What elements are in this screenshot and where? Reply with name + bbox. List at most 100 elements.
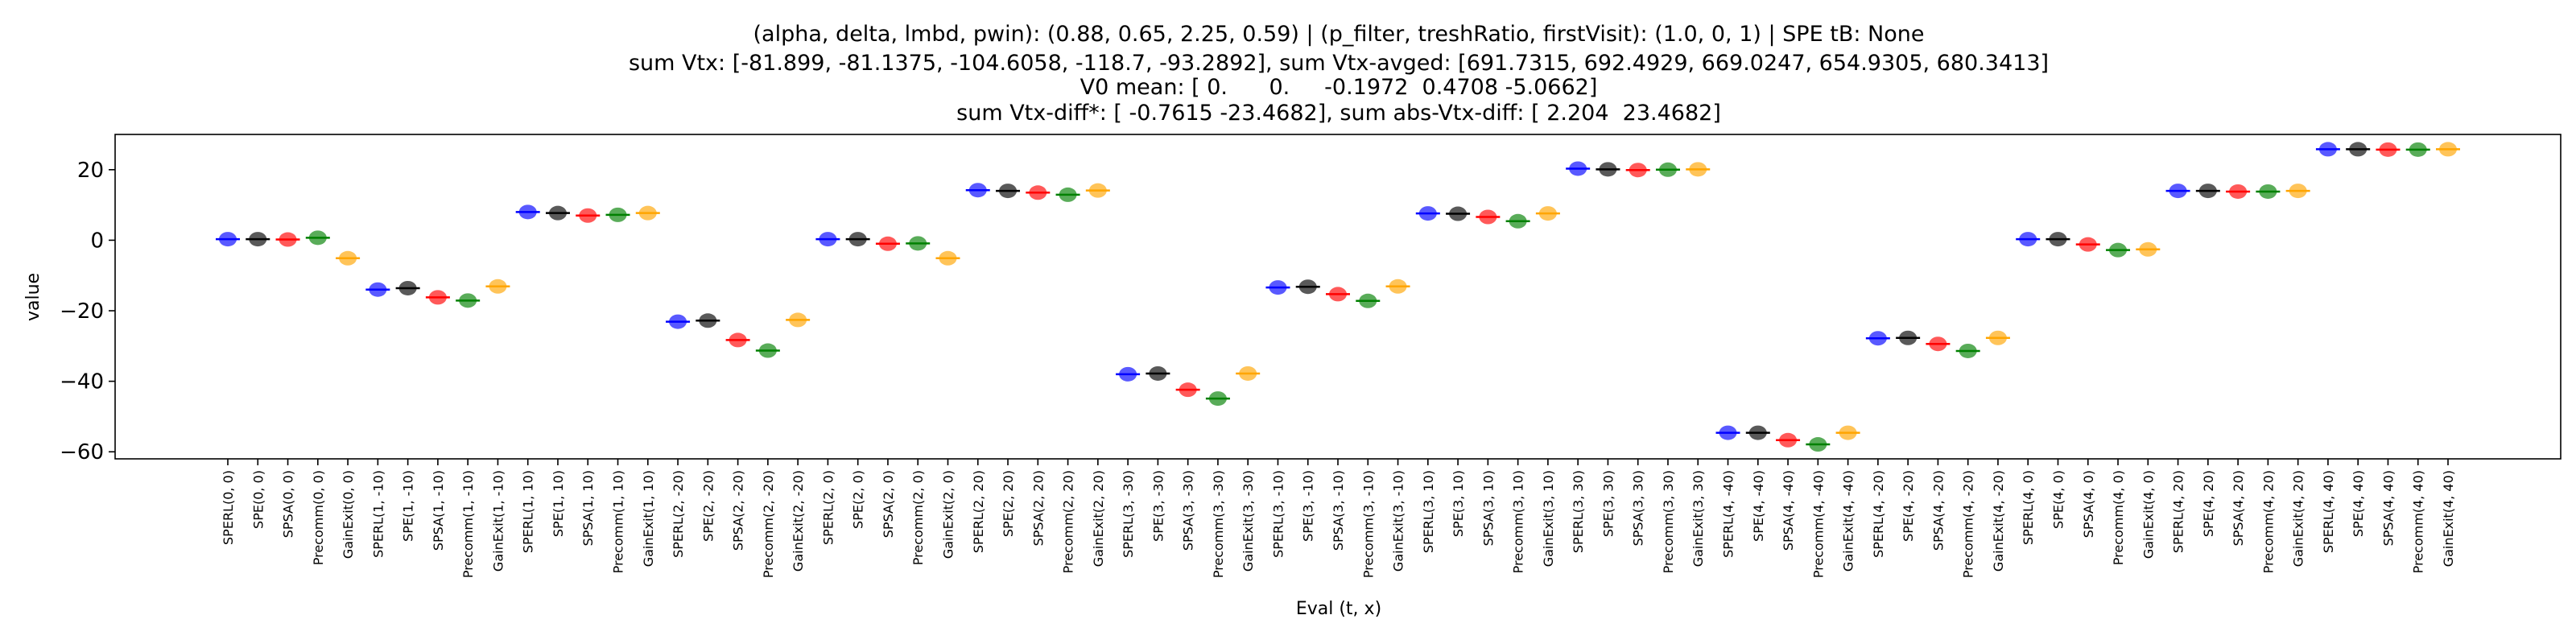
y-axis-label: value — [23, 273, 43, 321]
data-point — [2075, 237, 2100, 252]
data-point — [456, 293, 481, 308]
x-tick-label: SPERL(4, -40) — [1721, 470, 1736, 558]
x-tick-label: SPE(1, -10) — [401, 470, 416, 542]
title-line-3: V0 mean: [ 0. 0. -0.1972 0.4708 -5.0662] — [1080, 75, 1598, 100]
x-tick-label: Precomm(4, 40) — [2411, 470, 2426, 573]
plot-frame — [114, 134, 2562, 460]
data-point — [1715, 425, 1740, 440]
x-tick-label: SPERL(4, -20) — [1871, 470, 1886, 558]
x-tick-label: Precomm(3, 10) — [1511, 470, 1526, 573]
x-tick-label: GainExit(4, 0) — [2140, 470, 2156, 559]
data-point — [1205, 391, 1230, 407]
x-tick-label: SPE(3, 10) — [1451, 470, 1466, 537]
x-tick-label: SPSA(4, 40) — [2380, 470, 2396, 546]
x-tick-label: SPSA(1, 10) — [580, 470, 596, 546]
x-tick-label: SPSA(3, -10) — [1331, 470, 1346, 551]
x-tick-label: GainExit(3, 10) — [1541, 470, 1556, 567]
data-point — [2136, 242, 2161, 257]
x-tick-label: SPSA(0, 0) — [281, 470, 296, 538]
x-tick-label: SPERL(1, -10) — [370, 470, 386, 558]
x-tick-label: SPSA(4, -20) — [1930, 470, 1946, 551]
x-tick-label: SPERL(3, -10) — [1270, 470, 1286, 558]
data-point — [425, 290, 450, 305]
x-tick-label: Precomm(3, -30) — [1211, 470, 1226, 578]
data-point — [1295, 279, 1320, 295]
x-tick-label: SPERL(3, -30) — [1121, 470, 1136, 558]
x-tick-label: SPSA(2, 20) — [1030, 470, 1046, 546]
data-point — [666, 314, 691, 329]
data-point — [2046, 232, 2070, 247]
x-tick-label: Precomm(2, -20) — [761, 470, 776, 578]
x-tick-label: GainExit(4, 40) — [2441, 470, 2456, 567]
data-point — [1356, 293, 1381, 308]
data-point — [365, 282, 390, 297]
data-point — [246, 232, 270, 247]
x-tick-label: SPERL(3, 30) — [1571, 470, 1586, 553]
data-point — [1476, 209, 1501, 225]
x-tick-label: SPERL(2, 20) — [971, 470, 986, 553]
y-tick-label: −20 — [60, 299, 104, 324]
data-point — [875, 236, 900, 251]
data-point — [2405, 142, 2430, 157]
x-tick-label: SPSA(3, 10) — [1480, 470, 1496, 546]
data-point — [336, 250, 361, 266]
data-point — [2436, 142, 2460, 157]
x-tick-label: GainExit(4, 20) — [2291, 470, 2306, 567]
data-point — [2226, 184, 2251, 199]
data-point — [576, 208, 601, 223]
y-tick-label: −40 — [60, 370, 104, 394]
data-point — [1236, 365, 1261, 381]
x-tick-label: GainExit(2, -20) — [791, 470, 806, 572]
x-tick-label: GainExit(4, -40) — [1841, 470, 1856, 572]
data-point — [1505, 213, 1530, 229]
data-point — [1806, 437, 1831, 452]
data-point — [1535, 206, 1560, 221]
x-tick-label: SPERL(2, 0) — [820, 470, 836, 545]
x-tick-label: SPE(2, 0) — [851, 470, 866, 529]
x-tick-label: SPSA(4, 20) — [2231, 470, 2246, 546]
data-point — [2376, 142, 2401, 157]
x-tick-label: SPERL(2, -20) — [671, 470, 686, 558]
data-point — [1596, 162, 1620, 177]
data-point — [2165, 184, 2190, 199]
data-point — [2315, 142, 2340, 157]
data-point — [515, 204, 540, 220]
data-point — [605, 207, 630, 222]
data-point — [545, 205, 570, 221]
data-markers — [216, 142, 2460, 452]
data-point — [2106, 242, 2131, 258]
data-point — [1055, 187, 1080, 202]
data-point — [1415, 206, 1440, 221]
data-point — [1566, 161, 1591, 176]
data-point — [275, 232, 300, 247]
data-point — [1175, 382, 1200, 398]
y-tick-label: 20 — [77, 159, 104, 183]
data-point — [216, 232, 240, 247]
data-point — [1686, 162, 1711, 177]
x-tick-label: SPE(0, 0) — [250, 470, 266, 529]
x-tick-label: Precomm(4, 20) — [2260, 470, 2276, 573]
x-tick-label: GainExit(0, 0) — [341, 470, 356, 559]
x-tick-label: SPE(4, 0) — [2050, 470, 2066, 529]
x-tick-label: Precomm(2, 0) — [910, 470, 926, 565]
data-point — [815, 232, 840, 247]
x-tick-label: SPE(4, -20) — [1901, 470, 1916, 542]
title-line-4: sum Vtx-diff*: [ -0.7615 -23.4682], sum … — [956, 101, 1721, 126]
x-tick-label: SPERL(4, 0) — [2021, 470, 2036, 545]
data-point — [305, 230, 330, 246]
data-point — [1026, 185, 1051, 200]
x-tick-label: SPSA(4, 0) — [2081, 470, 2096, 538]
x-tick-label: GainExit(3, 30) — [1690, 470, 1706, 567]
data-point — [2016, 232, 2041, 247]
data-point — [2256, 184, 2281, 199]
x-tick-label: SPE(1, 10) — [551, 470, 566, 537]
title-line-2: sum Vtx: [-81.899, -81.1375, -104.6058, … — [629, 51, 2049, 76]
data-point — [935, 250, 960, 266]
data-point — [1655, 162, 1680, 177]
y-axis-ticks: 20 0 −20 −40 −60 — [60, 159, 115, 464]
x-tick-label: Precomm(1, -10) — [460, 470, 476, 578]
data-point — [1326, 287, 1350, 302]
x-tick-label: SPSA(2, 0) — [881, 470, 896, 538]
x-tick-label: SPE(3, -30) — [1150, 470, 1166, 542]
